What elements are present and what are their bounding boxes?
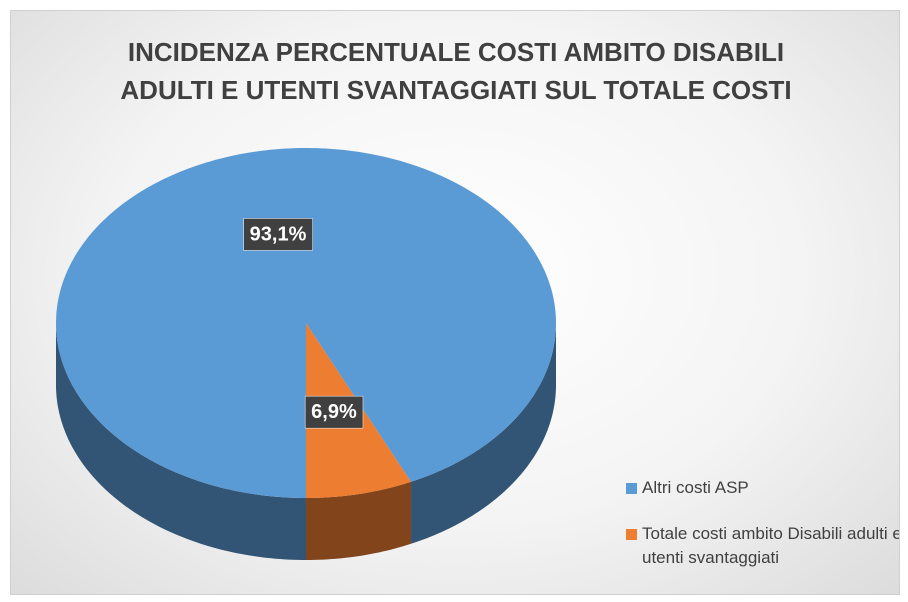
data-label-text: 6,9% — [311, 401, 357, 423]
chart-title: INCIDENZA PERCENTUALE COSTI AMBITO DISAB… — [120, 37, 792, 105]
legend-label: Altri costi ASP — [642, 478, 749, 497]
legend-item: Altri costi ASP — [626, 476, 899, 500]
data-label-box — [243, 218, 313, 251]
slice-side — [411, 323, 556, 544]
legend: Altri costi ASP Totale costi ambito Disab… — [626, 476, 900, 592]
slice-side — [56, 323, 306, 560]
data-label: 93,1% — [243, 218, 313, 251]
chart: 6,9% 93,1% — [56, 148, 556, 560]
data-label-text: 93,1% — [250, 223, 307, 245]
data-label: 6,9% — [304, 395, 364, 429]
chart-area: 6,9% 93,1% INCIDENZA PERCENTUALE COSTI AM… — [10, 10, 900, 595]
legend-label: Totale costi ambito Disabili adulti e ut… — [642, 524, 900, 567]
data-label-box — [304, 395, 364, 429]
slice — [56, 148, 556, 498]
legend-swatch — [626, 529, 637, 540]
slice-side — [306, 481, 412, 560]
legend-item: Totale costi ambito Disabili adulti e ut… — [626, 522, 900, 570]
legend-swatch — [626, 483, 637, 494]
